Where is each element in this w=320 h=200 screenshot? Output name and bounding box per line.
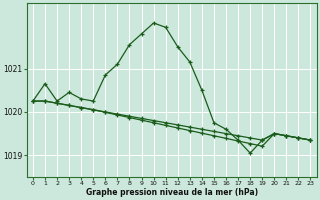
X-axis label: Graphe pression niveau de la mer (hPa): Graphe pression niveau de la mer (hPa) [86, 188, 258, 197]
